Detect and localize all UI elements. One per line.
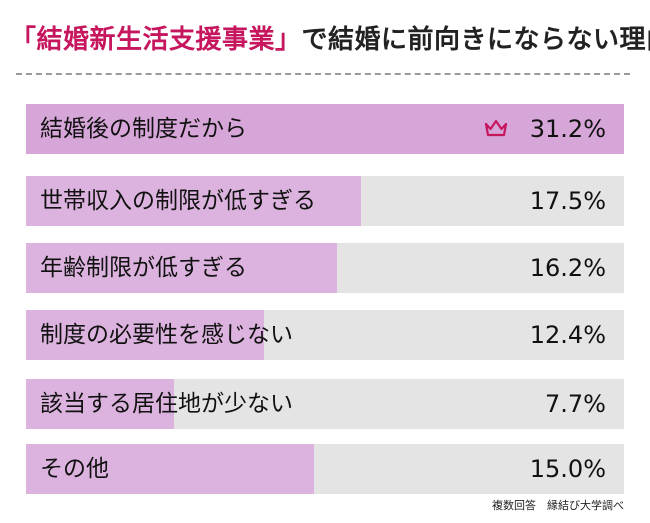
bar-row: 制度の必要性を感じない 12.4% <box>26 310 624 360</box>
bar-fill <box>26 310 264 360</box>
bar-fill <box>26 104 624 154</box>
category-label: その他 <box>40 456 109 482</box>
title-divider <box>16 73 630 75</box>
bar-fill <box>26 379 174 429</box>
bar-fill <box>26 444 314 494</box>
bar-row: その他 15.0% <box>26 444 624 494</box>
crown-icon <box>484 119 508 137</box>
value-label: 12.4% <box>529 321 606 349</box>
value-label: 31.2% <box>529 115 606 143</box>
category-label: 制度の必要性を感じない <box>40 322 293 348</box>
bar-row: 年齢制限が低すぎる 16.2% <box>26 243 624 293</box>
bar-row: 結婚後の制度だから 31.2% <box>26 104 624 154</box>
chart-title: 「結婚新生活支援事業」で結婚に前向きにならない理由 <box>10 18 650 62</box>
value-label: 7.7% <box>545 390 606 418</box>
bar-row: 世帯収入の制限が低すぎる 17.5% <box>26 176 624 226</box>
bar-fill <box>26 243 337 293</box>
category-label: 年齢制限が低すぎる <box>40 255 247 281</box>
category-label: 該当する居住地が少ない <box>40 391 293 417</box>
category-label: 結婚後の制度だから <box>40 116 247 142</box>
title-highlight: 「結婚新生活支援事業」 <box>10 25 302 55</box>
title-rest: で結婚に前向きにならない理由 <box>301 25 650 55</box>
category-label: 世帯収入の制限が低すぎる <box>40 188 316 214</box>
source-note: 複数回答 縁結び大学調べ <box>492 499 624 512</box>
value-label: 16.2% <box>529 254 606 282</box>
bar-fill <box>26 176 362 226</box>
bar-row: 該当する居住地が少ない 7.7% <box>26 379 624 429</box>
value-label: 15.0% <box>529 455 606 483</box>
value-label: 17.5% <box>529 187 606 215</box>
